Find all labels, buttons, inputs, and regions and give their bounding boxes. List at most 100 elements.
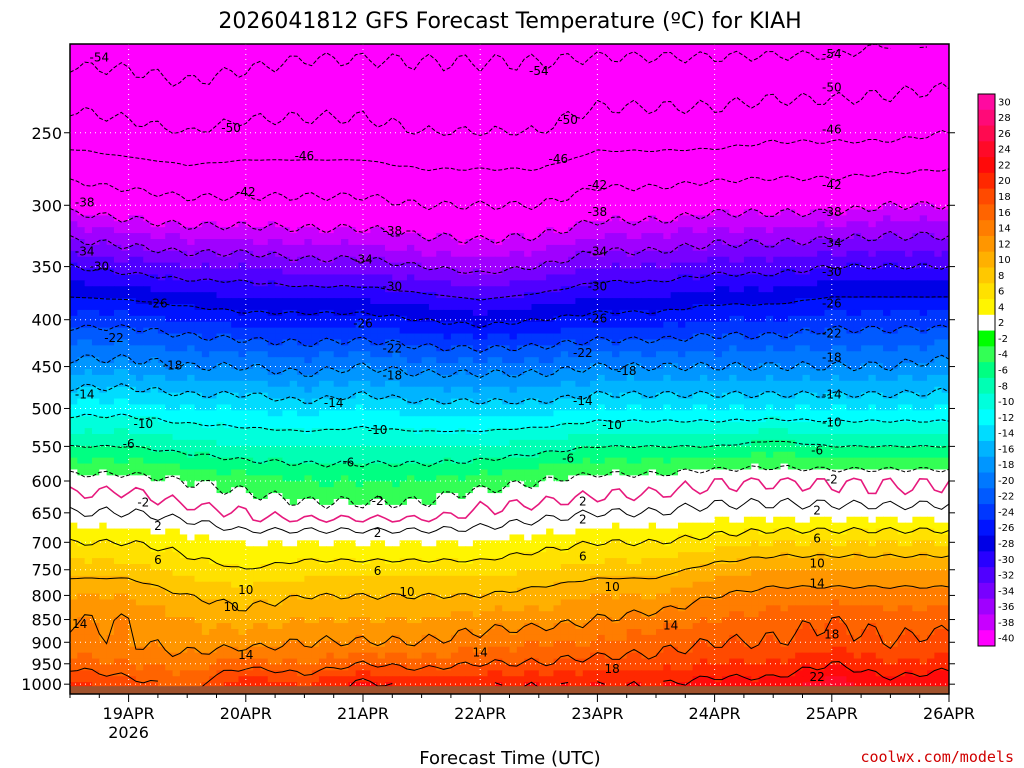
heatmap-cell	[209, 126, 218, 134]
heatmap-cell	[282, 79, 291, 86]
heatmap-cell	[787, 49, 796, 57]
heatmap-cell	[802, 103, 811, 110]
heatmap-cell	[201, 126, 210, 134]
heatmap-cell	[348, 67, 357, 75]
heatmap-cell	[465, 274, 474, 281]
heatmap-cell	[201, 268, 210, 276]
heatmap-cell	[289, 138, 298, 146]
heatmap-cell	[582, 256, 591, 264]
heatmap-cell	[831, 79, 840, 86]
heatmap-cell	[297, 185, 305, 193]
heatmap-cell	[831, 179, 840, 187]
heatmap-cell	[113, 97, 122, 104]
heatmap-cell	[267, 67, 276, 75]
heatmap-cell	[780, 103, 789, 110]
heatmap-cell	[883, 250, 891, 258]
heatmap-cell	[253, 221, 262, 228]
heatmap-cell	[912, 144, 921, 151]
heatmap-cell	[802, 67, 811, 75]
heatmap-cell	[502, 244, 511, 252]
heatmap-cell	[809, 203, 818, 211]
heatmap-cell	[553, 268, 562, 276]
heatmap-cell	[465, 114, 474, 122]
heatmap-cell	[179, 97, 188, 104]
heatmap-cell	[106, 185, 115, 193]
heatmap-cell	[765, 44, 774, 51]
heatmap-cell	[575, 55, 584, 63]
heatmap-cell	[663, 239, 672, 246]
heatmap-cell	[113, 79, 122, 86]
heatmap-cell	[546, 67, 555, 75]
heatmap-cell	[743, 274, 752, 281]
heatmap-cell	[260, 185, 269, 193]
heatmap-cell	[575, 244, 584, 252]
heatmap-cell	[685, 114, 694, 122]
heatmap-cell	[736, 150, 745, 157]
heatmap-cell	[824, 185, 833, 193]
heatmap-cell	[143, 221, 152, 228]
heatmap-cell	[157, 162, 166, 169]
heatmap-cell	[809, 156, 818, 163]
heatmap-cell	[106, 286, 115, 293]
heatmap-cell	[150, 44, 159, 51]
heatmap-cell	[113, 262, 122, 270]
heatmap-cell	[77, 191, 86, 199]
heatmap-cell	[824, 162, 833, 169]
heatmap-cell	[406, 144, 415, 151]
heatmap-cell	[377, 191, 386, 199]
heatmap-cell	[721, 209, 730, 216]
heatmap-cell	[135, 262, 144, 270]
heatmap-cell	[677, 209, 686, 216]
heatmap-cell	[414, 120, 423, 128]
heatmap-cell	[516, 191, 525, 199]
heatmap-cell	[179, 244, 188, 252]
heatmap-cell	[568, 203, 577, 211]
heatmap-cell	[216, 174, 225, 181]
heatmap-cell	[677, 156, 686, 163]
heatmap-cell	[663, 274, 672, 281]
heatmap-cell	[758, 156, 767, 163]
heatmap-cell	[179, 79, 188, 86]
heatmap-cell	[912, 221, 921, 228]
heatmap-cell	[194, 109, 203, 116]
heatmap-cell	[919, 109, 928, 116]
heatmap-cell	[809, 197, 818, 205]
heatmap-cell	[934, 268, 943, 276]
heatmap-cell	[450, 209, 459, 216]
heatmap-cell	[875, 67, 884, 75]
heatmap-cell	[619, 91, 628, 98]
heatmap-cell	[326, 197, 335, 205]
heatmap-cell	[428, 44, 437, 51]
heatmap-cell	[70, 262, 78, 270]
heatmap-cell	[787, 209, 796, 216]
heatmap-cell	[348, 109, 357, 116]
heatmap-cell	[179, 162, 188, 169]
heatmap-cell	[634, 239, 642, 246]
heatmap-cell	[568, 49, 577, 57]
heatmap-cell	[612, 103, 620, 110]
heatmap-cell	[919, 209, 928, 216]
heatmap-cell	[531, 156, 540, 163]
heatmap-cell	[765, 61, 774, 69]
heatmap-cell	[282, 55, 291, 63]
heatmap-cell	[560, 280, 569, 287]
heatmap-cell	[363, 221, 371, 228]
heatmap-cell	[260, 286, 269, 293]
heatmap-cell	[839, 274, 848, 281]
heatmap-cell	[751, 91, 760, 98]
heatmap-cell	[516, 85, 525, 92]
heatmap-cell	[113, 250, 122, 258]
heatmap-cell	[333, 233, 342, 240]
heatmap-cell	[150, 227, 159, 234]
heatmap-cell	[150, 185, 159, 193]
heatmap-cell	[106, 280, 115, 287]
heatmap-cell	[846, 109, 855, 116]
heatmap-cell	[311, 120, 320, 128]
heatmap-cell	[641, 274, 650, 281]
heatmap-cell	[927, 132, 935, 140]
heatmap-cell	[70, 156, 78, 163]
heatmap-cell	[538, 144, 547, 151]
heatmap-cell	[868, 67, 877, 75]
heatmap-cell	[743, 55, 752, 63]
heatmap-cell	[546, 221, 555, 228]
